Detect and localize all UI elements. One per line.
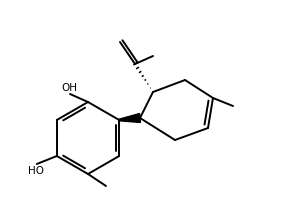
Text: OH: OH: [61, 83, 77, 93]
Polygon shape: [119, 113, 140, 122]
Text: HO: HO: [28, 166, 44, 176]
